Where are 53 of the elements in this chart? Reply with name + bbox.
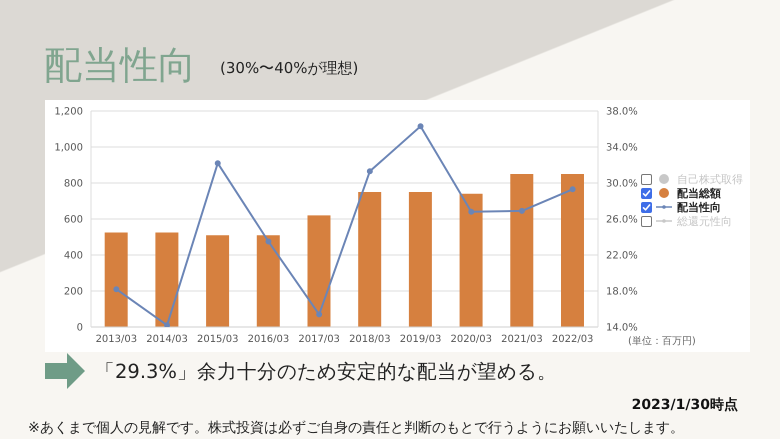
legend-label: 配当総額 <box>677 186 721 200</box>
text: (単位：百万円) <box>628 335 696 348</box>
bar <box>460 194 483 327</box>
bar <box>256 235 280 327</box>
text: 2023/1/30時点 <box>632 396 738 414</box>
y2-tick-label: 30.0% <box>606 178 638 190</box>
bar <box>155 232 178 327</box>
point <box>518 208 525 214</box>
point <box>468 208 474 215</box>
y2-tick-label: 14.0% <box>606 322 638 334</box>
x-tick-label: 2015/03 <box>196 334 239 346</box>
y-tick-label: 600 <box>64 214 83 226</box>
legend-label: 自己株式取得 <box>677 172 743 186</box>
x-tick-label: 2022/03 <box>552 334 594 346</box>
bar <box>104 232 128 327</box>
bar <box>560 174 584 327</box>
y2-tick-label: 34.0% <box>606 142 638 154</box>
point <box>113 286 120 292</box>
y2-tick-label: 26.0% <box>606 214 638 226</box>
x-tick-label: 2016/03 <box>248 334 290 346</box>
bar <box>510 174 534 327</box>
bar <box>358 192 382 327</box>
bar <box>307 215 330 327</box>
y-tick-label: 400 <box>64 250 83 262</box>
bar <box>206 235 230 327</box>
point <box>570 186 576 192</box>
y-tick-label: 800 <box>64 178 83 190</box>
x-tick-label: 2018/03 <box>349 334 391 346</box>
y-tick-label: 1,000 <box>54 142 83 154</box>
x-tick-label: 2020/03 <box>450 334 492 346</box>
text: 「29.3%」余力十分のため安定的な配当が望める。 <box>95 360 557 384</box>
point <box>214 160 221 166</box>
point <box>316 311 322 318</box>
text: ※あくまで個人の見解です。株式投資は必ずご自身の責任と判断のもとで行うようにお願いいたします。 <box>28 419 684 437</box>
bar <box>408 192 432 327</box>
y2-tick-label: 18.0% <box>606 286 638 298</box>
legend-label: 配当性向 <box>677 200 721 214</box>
x-tick-label: 2021/03 <box>501 334 543 346</box>
y-tick-label: 0 <box>76 322 83 334</box>
y-tick-label: 1,200 <box>54 106 83 118</box>
x-tick-label: 2014/03 <box>146 334 188 346</box>
x-tick-label: 2013/03 <box>96 334 138 346</box>
point <box>366 168 373 174</box>
y-tick-label: 200 <box>64 286 83 298</box>
y2-tick-label: 38.0% <box>606 106 638 118</box>
point <box>164 322 170 327</box>
y2-tick-label: 22.0% <box>606 250 638 262</box>
chart-subtitle: (30%〜40%が理想) <box>220 58 358 78</box>
x-tick-label: 2017/03 <box>298 334 340 346</box>
x-tick-label: 2019/03 <box>400 334 442 346</box>
point <box>265 238 272 244</box>
point <box>418 123 424 130</box>
chart-title: 配当性向 <box>44 42 196 88</box>
